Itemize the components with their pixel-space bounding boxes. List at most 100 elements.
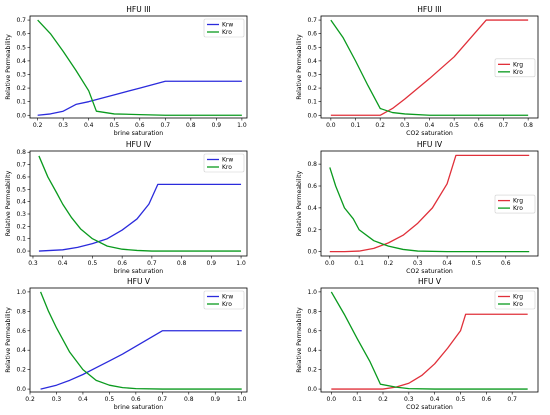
legend-label: Krg <box>513 198 523 205</box>
y-tick-label: 0.5 <box>307 44 317 51</box>
y-tick-label: 0.5 <box>16 186 26 193</box>
x-tick-label: 0.5 <box>105 396 115 403</box>
y-tick-label: 0.8 <box>307 161 317 168</box>
y-tick-label: 0.0 <box>307 386 317 393</box>
y-tick-label: 0.6 <box>307 183 317 190</box>
x-tick-label: 0.4 <box>84 122 94 129</box>
x-tick-label: 0.2 <box>378 396 388 403</box>
plot-frame <box>320 150 539 257</box>
x-tick-label: 0.5 <box>449 122 459 129</box>
x-axis-label: brine saturation <box>114 130 164 137</box>
legend-label: Krw <box>222 157 233 164</box>
x-axis-label: brine saturation <box>114 404 164 411</box>
chart-title: HFU III <box>126 5 150 14</box>
x-axis-label: CO2 saturation <box>406 130 453 137</box>
chart-title: HFU IV <box>417 140 443 149</box>
x-tick-label: 0.2 <box>33 122 43 129</box>
x-tick-label: 0.3 <box>28 260 38 267</box>
y-tick-label: 1.0 <box>16 289 26 296</box>
x-tick-label: 0.7 <box>158 396 168 403</box>
x-tick-label: 0.5 <box>472 260 482 267</box>
chart-panel-3: HFU IV 0.3 0.4 0.5 0.6 0.7 0.8 0.9 1.0 0.0 0.1 0.2 0… <box>5 140 248 275</box>
series-line-kro <box>329 167 530 253</box>
x-tick-label: 0.6 <box>131 396 141 403</box>
x-tick-label: 0.2 <box>384 260 394 267</box>
x-axis-label: CO2 saturation <box>406 268 453 275</box>
series-line-kro <box>39 291 242 390</box>
x-tick-label: 0.3 <box>413 260 423 267</box>
y-tick-label: 0.2 <box>16 367 26 374</box>
x-axis-label: CO2 saturation <box>406 404 453 411</box>
y-tick-label: 0.6 <box>307 31 317 38</box>
chart-title: HFU V <box>418 277 442 286</box>
y-tick-label: 0.7 <box>307 17 317 24</box>
x-tick-label: 0.4 <box>425 122 435 129</box>
y-tick-label: 0.3 <box>16 211 26 218</box>
y-tick-label: 0.0 <box>307 249 317 256</box>
y-tick-label: 0.7 <box>16 162 26 169</box>
y-tick-label: 0.4 <box>16 347 26 354</box>
legend-label: Kro <box>222 301 232 308</box>
y-tick-label: 0.4 <box>307 58 317 65</box>
y-tick-label: 0.6 <box>16 174 26 181</box>
x-tick-label: 0.7 <box>161 122 171 129</box>
legend-label: Kro <box>513 301 523 308</box>
y-axis-label: Relative Permeability <box>296 34 303 100</box>
chart-title: HFU V <box>127 277 151 286</box>
x-tick-label: 0.6 <box>474 122 484 129</box>
x-tick-label: 0.3 <box>58 122 68 129</box>
x-tick-label: 0.4 <box>78 396 88 403</box>
x-tick-label: 0.4 <box>58 260 68 267</box>
x-tick-label: 0.9 <box>207 260 217 267</box>
chart-title: HFU III <box>417 5 441 14</box>
x-tick-label: 0.2 <box>25 396 35 403</box>
x-tick-label: 0.6 <box>482 396 492 403</box>
x-tick-label: 0.3 <box>404 396 414 403</box>
x-tick-label: 0.1 <box>351 122 361 129</box>
series-line-krw <box>40 330 242 390</box>
x-tick-label: 0.0 <box>326 122 336 129</box>
chart-panel-1: HFU III 0.2 0.3 0.4 0.5 0.6 0.7 0.8 0.9 1.0 0.0 0.1… <box>5 5 248 137</box>
y-tick-label: 0.7 <box>16 17 26 24</box>
series-line-krw <box>38 183 242 252</box>
x-tick-label: 1.0 <box>236 260 246 267</box>
y-tick-label: 0.6 <box>16 328 26 335</box>
plot-frame <box>29 287 248 393</box>
legend-label: Krg <box>513 61 523 68</box>
x-tick-label: 0.3 <box>400 122 410 129</box>
series-line-krg <box>330 19 529 116</box>
y-tick-label: 0.0 <box>307 112 317 119</box>
y-tick-label: 0.2 <box>307 85 317 92</box>
chart-title: HFU IV <box>126 140 152 149</box>
x-tick-label: 0.7 <box>507 396 517 403</box>
x-tick-label: 0.7 <box>499 122 509 129</box>
x-tick-label: 0.6 <box>501 260 511 267</box>
x-tick-label: 0.8 <box>184 396 194 403</box>
x-tick-label: 0.9 <box>210 396 220 403</box>
x-tick-label: 0.0 <box>325 260 335 267</box>
legend-label: Kro <box>513 205 523 212</box>
y-tick-label: 0.2 <box>16 85 26 92</box>
x-tick-label: 1.0 <box>237 122 247 129</box>
plot-frame <box>29 15 248 119</box>
y-tick-label: 0.5 <box>16 44 26 51</box>
y-tick-label: 0.8 <box>307 308 317 315</box>
x-tick-label: 0.8 <box>523 122 533 129</box>
y-tick-label: 0.0 <box>16 112 26 119</box>
y-tick-label: 0.2 <box>16 223 26 230</box>
x-tick-label: 0.6 <box>135 122 145 129</box>
chart-panel-2: HFU III 0.0 0.1 0.2 0.3 0.4 0.5 0.6 0.7 0.8 0.0 0.1… <box>296 5 539 137</box>
x-tick-label: 0.5 <box>88 260 98 267</box>
y-tick-label: 0.4 <box>307 347 317 354</box>
y-tick-label: 0.1 <box>307 99 317 106</box>
x-tick-label: 1.0 <box>237 396 247 403</box>
y-tick-label: 0.3 <box>307 71 317 78</box>
series-line-kro <box>330 291 528 390</box>
chart-panel-6: HFU V 0.0 0.1 0.2 0.3 0.4 0.5 0.6 0.7 0.0 0.2 0.4 0.… <box>296 277 539 411</box>
